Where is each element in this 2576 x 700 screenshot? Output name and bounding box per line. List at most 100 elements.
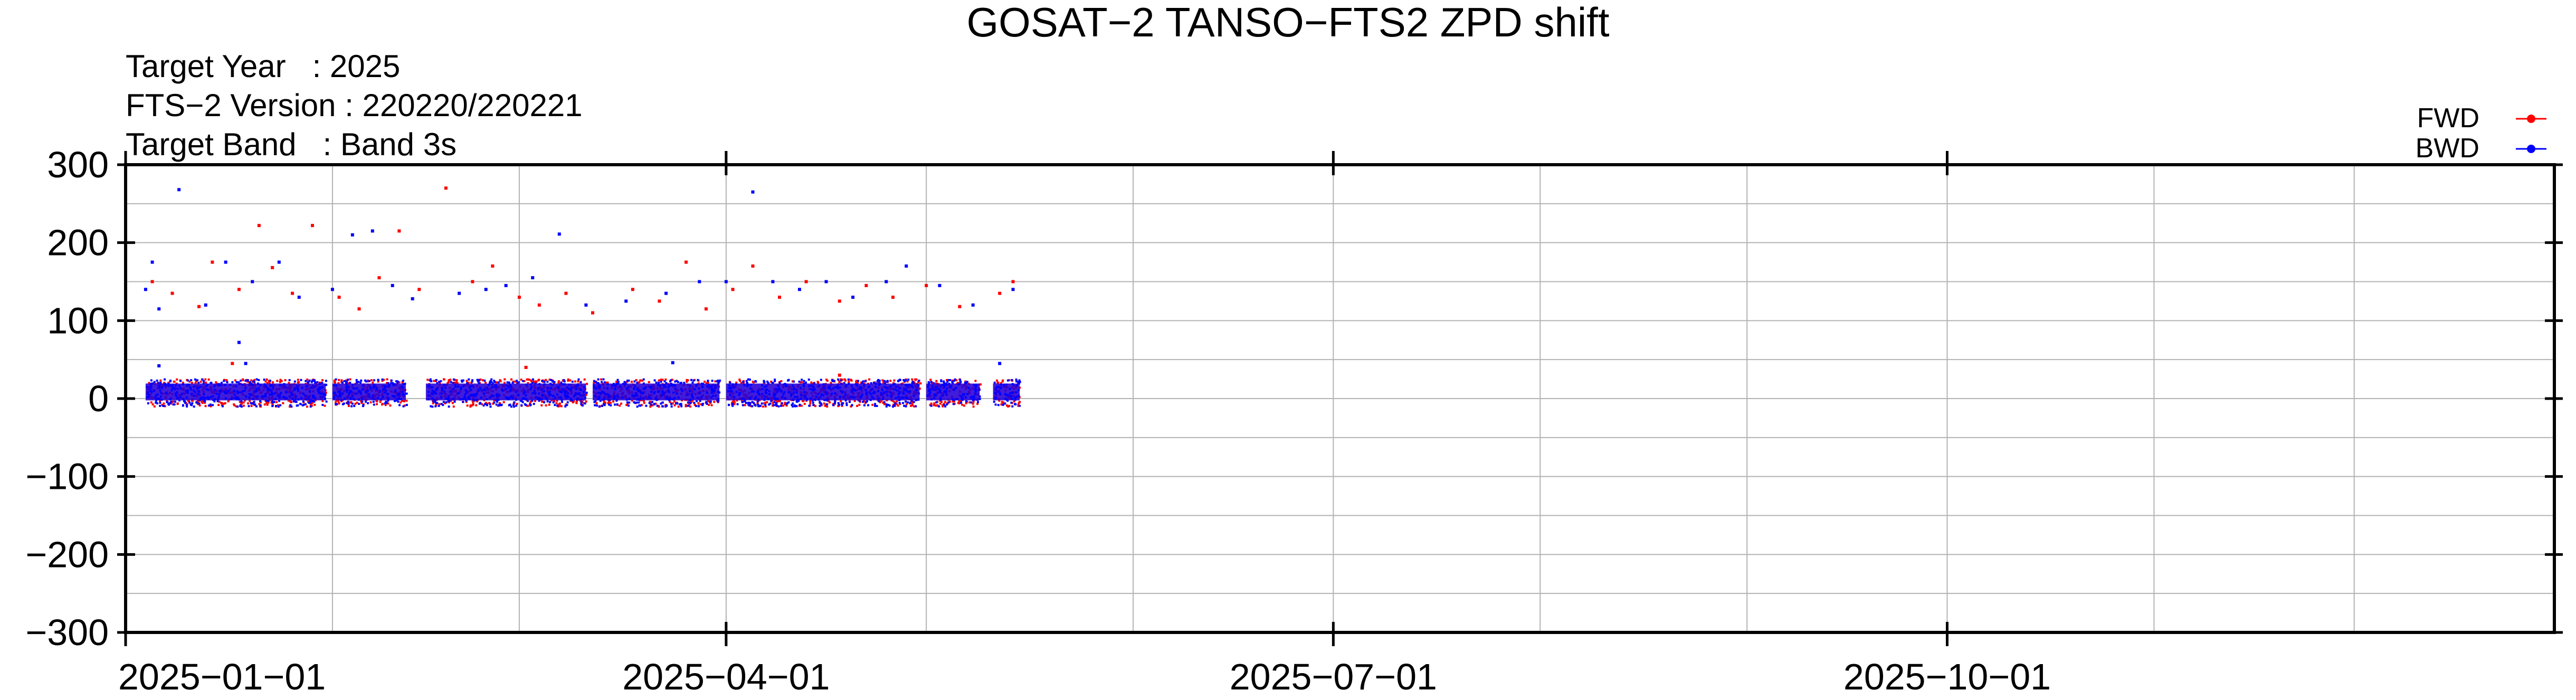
cluster-dot (438, 403, 441, 405)
cluster-dot (506, 384, 509, 387)
cluster-dot (357, 381, 360, 383)
cluster-dot (645, 404, 648, 407)
cluster-dot (717, 382, 720, 384)
cluster-dot (426, 379, 429, 381)
cluster-dot (585, 391, 588, 394)
y-tick-label: −100 (25, 456, 109, 497)
cluster-dot (224, 402, 226, 404)
cluster-dot (500, 403, 503, 406)
cluster-dot (819, 395, 822, 398)
cluster-dot (372, 394, 374, 397)
cluster-dot (671, 383, 674, 386)
cluster-dot (893, 388, 896, 391)
cluster-dot (562, 383, 564, 385)
cluster-dot (871, 403, 874, 406)
cluster-dot (483, 388, 486, 391)
cluster-dot (772, 402, 774, 404)
cluster-dot (398, 404, 401, 406)
point-bwd (698, 280, 701, 283)
cluster-dot (148, 394, 150, 396)
cluster-dot (204, 402, 206, 404)
cluster-dot (755, 395, 757, 398)
cluster-dot (997, 385, 1000, 388)
cluster-dot (210, 382, 213, 384)
cluster-dot (917, 384, 919, 386)
cluster-dot (158, 384, 161, 387)
cluster-dot (359, 381, 362, 384)
cluster-dot (453, 382, 456, 384)
cluster-dot (346, 384, 348, 387)
cluster-dot (546, 381, 549, 383)
cluster-dot (736, 403, 739, 405)
cluster-dot (638, 390, 640, 392)
cluster-dot (952, 382, 954, 385)
cluster-dot (965, 400, 967, 403)
cluster-dot (748, 402, 751, 404)
cluster-dot (994, 403, 997, 406)
cluster-dot (540, 404, 543, 406)
cluster-dot (271, 405, 274, 408)
cluster-dot (202, 382, 205, 385)
cluster-dot (383, 385, 386, 387)
cluster-dot (397, 400, 400, 403)
cluster-dot (203, 393, 205, 395)
cluster-segment-bwd (726, 378, 920, 408)
cluster-dot (549, 387, 552, 390)
cluster-dot (825, 393, 828, 395)
cluster-dot (906, 385, 908, 388)
cluster-dot (199, 381, 202, 383)
cluster-dot (255, 390, 258, 392)
cluster-dot (300, 397, 303, 400)
cluster-dot (266, 382, 269, 384)
cluster-dot (598, 385, 601, 387)
cluster-dot (386, 393, 389, 395)
cluster-dot (431, 390, 434, 392)
cluster-dot (429, 379, 431, 382)
cluster-dot (963, 404, 965, 407)
cluster-dot (911, 382, 914, 384)
cluster-dot (182, 383, 184, 386)
cluster-dot (748, 379, 751, 381)
cluster-dot (538, 397, 541, 400)
cluster-dot (297, 379, 299, 381)
cluster-dot (346, 390, 348, 393)
cluster-dot (851, 404, 853, 406)
cluster-dot (340, 399, 343, 402)
cluster-dot (520, 400, 523, 402)
legend-layer (2516, 115, 2546, 153)
cluster-dot (372, 381, 374, 384)
cluster-dot (958, 402, 961, 405)
cluster-dot (190, 379, 193, 382)
cluster-dot (583, 394, 585, 396)
cluster-dot (794, 395, 796, 398)
cluster-dot (764, 395, 766, 398)
cluster-dot (1018, 389, 1020, 391)
cluster-dot (1004, 402, 1006, 405)
cluster-dot (690, 379, 692, 381)
cluster-dot (759, 404, 762, 407)
point-fwd (864, 283, 868, 287)
cluster-dot (650, 385, 653, 388)
cluster-dot (729, 381, 731, 384)
cluster-dot (438, 404, 440, 407)
cluster-dot (513, 401, 516, 404)
cluster-dot (661, 379, 664, 381)
cluster-dot (951, 379, 954, 382)
cluster-dot (384, 387, 386, 390)
cluster-dot (686, 393, 689, 396)
cluster-dot (176, 391, 178, 394)
cluster-dot (566, 401, 569, 404)
cluster-dot (455, 381, 458, 384)
cluster-dot (672, 384, 675, 386)
cluster-dot (478, 379, 480, 382)
cluster-dot (911, 401, 914, 404)
cluster-dot (897, 395, 900, 398)
point-fwd (197, 305, 201, 308)
cluster-dot (511, 381, 514, 384)
cluster-dot (736, 399, 738, 402)
cluster-dot (733, 396, 736, 399)
cluster-dot (358, 403, 360, 405)
legend-marker-bwd (2527, 145, 2535, 153)
cluster-dot (621, 396, 624, 399)
cluster-dot (1002, 379, 1004, 382)
